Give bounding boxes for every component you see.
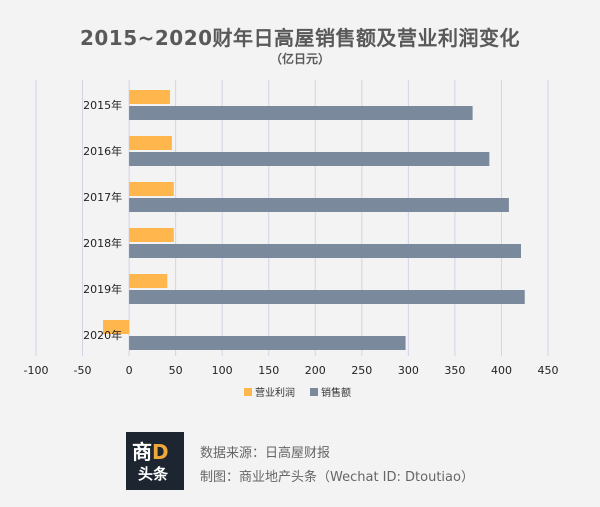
legend-label: 销售额 [321,386,351,399]
category-label: 2017年 [83,190,122,204]
x-tick-label: 300 [398,364,419,377]
x-tick-label: 200 [305,364,326,377]
x-tick-label: 250 [351,364,372,377]
category-label: 2018年 [83,236,122,250]
x-tick-label: 100 [212,364,233,377]
x-tick-label: -50 [74,364,92,377]
bar-chart: 2015年 2016年 2017年 2018年 2019年 2020年 -100 -50 0 50… [24,80,559,399]
legend-label: 营业利润 [255,386,295,399]
logo-char-line2: 头条 [138,465,169,483]
x-tick-label: 350 [444,364,465,377]
bar-operating-profit [129,228,174,242]
brand-logo: 商D 头条 [126,432,184,490]
category-label: 2015年 [83,98,122,112]
bar-sales [129,152,490,166]
category-label: 2019年 [83,282,122,296]
legend-swatch [244,388,252,396]
x-tick-label: 0 [126,364,133,377]
bar-operating-profit [129,136,172,150]
data-source-note: 数据来源：日高屋财报 [200,446,331,461]
credit-note: 制图：商业地产头条（Wechat ID: Dtoutiao） [200,470,474,485]
bar-sales [129,106,473,120]
chart-title: 2015~2020财年日高屋销售额及营业利润变化 [79,26,521,50]
x-tick-label: 400 [491,364,512,377]
category-label: 2020年 [83,328,122,342]
logo-char-b: D [152,440,169,464]
bar-operating-profit [129,274,168,288]
legend-swatch [310,388,318,396]
bar-operating-profit [103,320,130,334]
bar-operating-profit [129,182,174,196]
bar-operating-profit [129,90,171,104]
bar-sales [129,198,509,212]
category-label: 2016年 [83,144,122,158]
bar-sales [129,244,522,258]
logo-char-a: 商 [132,440,152,464]
x-tick-label: 450 [538,364,559,377]
bar-sales [129,290,525,304]
x-tick-label: 50 [169,364,183,377]
chart-subtitle: （亿日元） [269,52,330,66]
x-tick-label: 150 [258,364,279,377]
bar-sales [129,336,406,350]
x-tick-label: -100 [24,364,49,377]
